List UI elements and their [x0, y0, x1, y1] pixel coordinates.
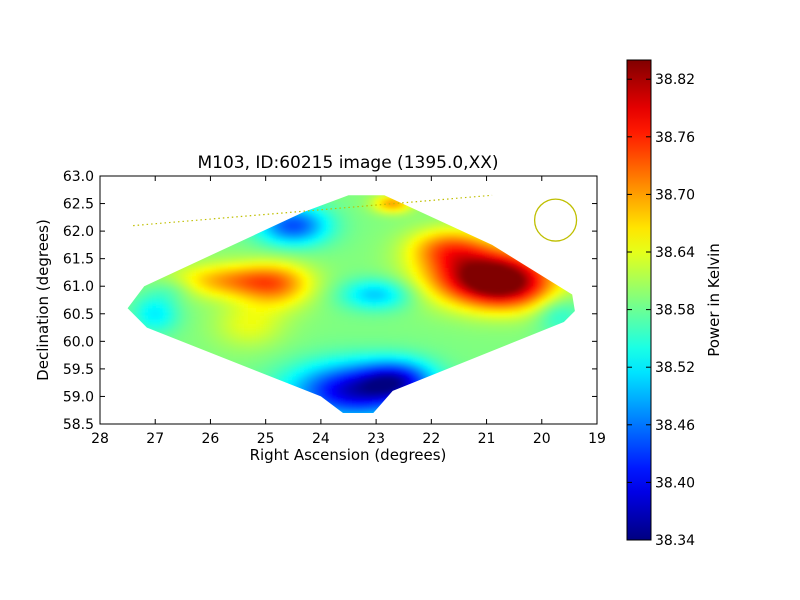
x-tick-label: 27 [146, 431, 164, 447]
colorbar: 38.82 38.76 38.70 38.64 38.58 38.52 38.46 38.40… [626, 59, 695, 549]
y-tick-label: 61.5 [63, 252, 94, 268]
x-axis: 28 27 26 25 24 23 22 21 20 19 [91, 176, 606, 447]
x-tick-label: 21 [478, 431, 496, 447]
y-tick-label: 58.5 [63, 417, 94, 433]
colorbar-label: Power in Kelvin [705, 243, 723, 357]
y-tick-label: 59.5 [63, 362, 94, 378]
x-tick-label: 19 [588, 431, 606, 447]
y-tick-label: 62.5 [63, 197, 94, 213]
colorbar-tick-label: 38.58 [655, 303, 695, 319]
y-tick-label: 63.0 [63, 169, 94, 185]
x-tick-label: 23 [367, 431, 385, 447]
y-tick-label: 60.5 [63, 307, 94, 323]
y-tick-label: 62.0 [63, 224, 94, 240]
plot-area: 28 27 26 25 24 23 22 21 20 19 63.0 62.5 62.0 61.5 61.… [63, 169, 606, 447]
axes-frame [99, 175, 598, 425]
chart-title: M103, ID:60215 image (1395.0,XX) [197, 153, 498, 173]
colorbar-tick-label: 38.34 [655, 533, 695, 549]
y-axis: 63.0 62.5 62.0 61.5 61.0 60.5 60.0 59.5 59.0 58.5 [63, 169, 597, 433]
colorbar-tick-label: 38.52 [655, 360, 695, 376]
colorbar-tick-label: 38.64 [655, 245, 695, 261]
y-tick-label: 60.0 [63, 334, 94, 350]
y-tick-label: 59.0 [63, 389, 94, 405]
y-axis-label: Declination (degrees) [34, 219, 52, 381]
x-tick-label: 28 [91, 431, 109, 447]
x-tick-label: 20 [533, 431, 551, 447]
x-axis-label: Right Ascension (degrees) [250, 446, 447, 464]
y-tick-label: 61.0 [63, 279, 94, 295]
colorbar-tick-label: 38.40 [655, 475, 695, 491]
x-tick-label: 24 [312, 431, 330, 447]
colorbar-tick-label: 38.76 [655, 130, 695, 146]
colorbar-tick-label: 38.70 [655, 187, 695, 203]
x-tick-label: 22 [422, 431, 440, 447]
colorbar-ticks: 38.82 38.76 38.70 38.64 38.58 38.52 38.46 38.40… [627, 72, 695, 549]
x-tick-label: 26 [202, 431, 220, 447]
colorbar-tick-label: 38.46 [655, 418, 695, 434]
colorbar-gradient [626, 59, 652, 541]
x-tick-label: 25 [257, 431, 275, 447]
beam-circle [533, 198, 578, 242]
dotted-reference-line [133, 194, 493, 227]
colorbar-tick-label: 38.82 [655, 72, 695, 88]
